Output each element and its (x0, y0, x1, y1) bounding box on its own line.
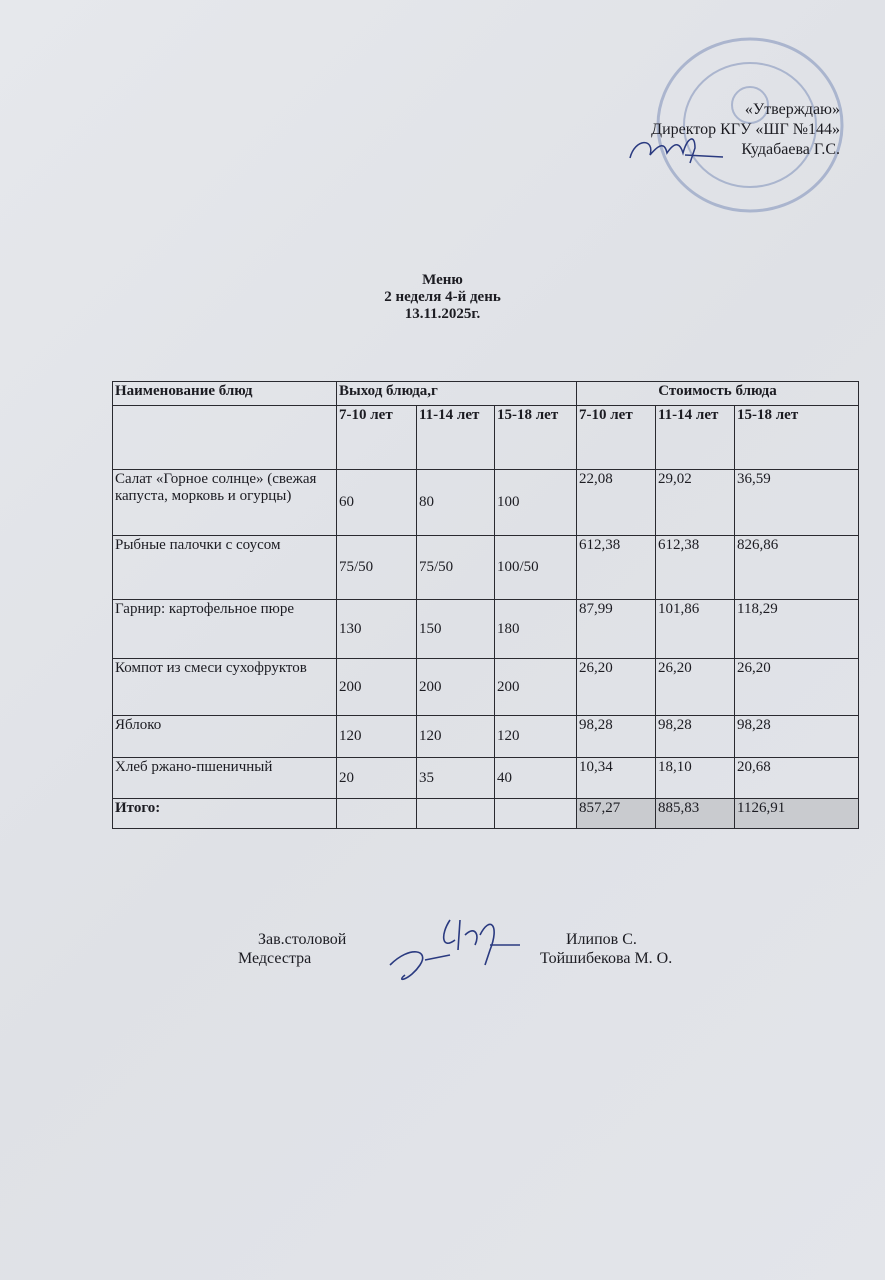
age-group-row: 7-10 лет 11-14 лет 15-18 лет 7-10 лет 11… (112, 405, 859, 470)
cost-cell: 612,38 (576, 535, 656, 600)
table-row: Гарнир: картофельное пюре 130 150 180 87,99 1… (112, 599, 859, 659)
age-group: 11-14 лет (416, 405, 495, 470)
yield-cell: 130 (336, 599, 417, 659)
menu-table: Наименование блюд Выход блюда,г Стоимост… (112, 381, 859, 829)
dish-name: Яблоко (112, 715, 337, 758)
total-cost: 885,83 (655, 798, 735, 829)
cost-cell: 10,34 (576, 757, 656, 799)
yield-cell: 35 (416, 757, 495, 799)
cost-cell: 118,29 (734, 599, 859, 659)
yield-cell: 200 (336, 658, 417, 716)
cost-cell: 26,20 (655, 658, 735, 716)
yield-cell: 120 (336, 715, 417, 758)
yield-cell: 60 (336, 469, 417, 536)
total-cell (416, 798, 495, 829)
age-group: 11-14 лет (655, 405, 735, 470)
cost-cell: 98,28 (576, 715, 656, 758)
name-canteen-head: Илипов С. (566, 931, 637, 948)
dish-name: Компот из смеси сухофруктов (112, 658, 337, 716)
dish-name: Гарнир: картофельное пюре (112, 599, 337, 659)
yield-cell: 200 (494, 658, 577, 716)
yield-cell: 75/50 (336, 535, 417, 600)
cost-cell: 26,20 (576, 658, 656, 716)
col-header-cost: Стоимость блюда (576, 381, 859, 406)
total-cost: 857,27 (576, 798, 656, 829)
col-header-name: Наименование блюд (112, 381, 337, 406)
menu-date: 13.11.2025г. (404, 306, 481, 322)
cost-cell: 29,02 (655, 469, 735, 536)
cost-cell: 22,08 (576, 469, 656, 536)
yield-cell: 180 (494, 599, 577, 659)
total-cost: 1126,91 (734, 798, 859, 829)
age-group: 7-10 лет (576, 405, 656, 470)
director-name: Кудабаева Г.С. (741, 141, 840, 158)
menu-subtitle: 2 неделя 4-й день (384, 289, 501, 305)
table-row: Хлеб ржано-пшеничный 20 35 40 10,34 18,10 20,6… (112, 757, 859, 799)
cost-cell: 20,68 (734, 757, 859, 799)
total-row: Итого: 857,27 885,83 1126,91 (112, 798, 859, 829)
header-row: Наименование блюд Выход блюда,г Стоимост… (112, 381, 859, 406)
yield-cell: 80 (416, 469, 495, 536)
table-row: Рыбные палочки с соусом 75/50 75/50 100/50 6… (112, 535, 859, 600)
signatures-handwritten (389, 919, 520, 981)
dish-name: Рыбные палочки с соусом (112, 535, 337, 600)
yield-cell: 120 (494, 715, 577, 758)
dish-name: Хлеб ржано-пшеничный (112, 757, 337, 799)
table-row: Салат «Горное солнце» (свежая капуста, м… (112, 469, 859, 536)
yield-cell: 120 (416, 715, 495, 758)
cost-cell: 98,28 (655, 715, 735, 758)
cost-cell: 101,86 (655, 599, 735, 659)
age-group: 7-10 лет (336, 405, 417, 470)
yield-cell: 200 (416, 658, 495, 716)
cost-cell: 98,28 (734, 715, 859, 758)
cost-cell: 36,59 (734, 469, 859, 536)
director-signature (629, 138, 724, 164)
yield-cell: 150 (416, 599, 495, 659)
menu-title: Меню (422, 272, 463, 288)
yield-cell: 20 (336, 757, 417, 799)
yield-cell: 75/50 (416, 535, 495, 600)
age-group: 15-18 лет (734, 405, 859, 470)
name-nurse: Тойшибекова М. О. (540, 950, 673, 967)
cost-cell: 826,86 (734, 535, 859, 600)
table-row: Компот из смеси сухофруктов 200 200 200 26,2… (112, 658, 859, 716)
total-label: Итого: (112, 798, 337, 829)
cost-cell: 18,10 (655, 757, 735, 799)
cost-cell: 612,38 (655, 535, 735, 600)
table-row: Яблоко 120 120 120 98,28 98,28 98,28 (112, 715, 859, 758)
total-cell (336, 798, 417, 829)
dish-name: Салат «Горное солнце» (свежая капуста, м… (112, 469, 337, 536)
role-nurse: Медсестра (238, 950, 312, 967)
yield-cell: 100/50 (494, 535, 577, 600)
yield-cell: 100 (494, 469, 577, 536)
director-title: Директор КГУ «ШГ №144» (651, 121, 840, 138)
cost-cell: 26,20 (734, 658, 859, 716)
empty-cell (112, 405, 337, 470)
approval-line: «Утверждаю» (744, 101, 840, 118)
cost-cell: 87,99 (576, 599, 656, 659)
yield-cell: 40 (494, 757, 577, 799)
total-cell (494, 798, 577, 829)
col-header-yield: Выход блюда,г (336, 381, 577, 406)
age-group: 15-18 лет (494, 405, 577, 470)
official-stamp (656, 37, 844, 213)
role-canteen-head: Зав.столовой (258, 931, 347, 948)
